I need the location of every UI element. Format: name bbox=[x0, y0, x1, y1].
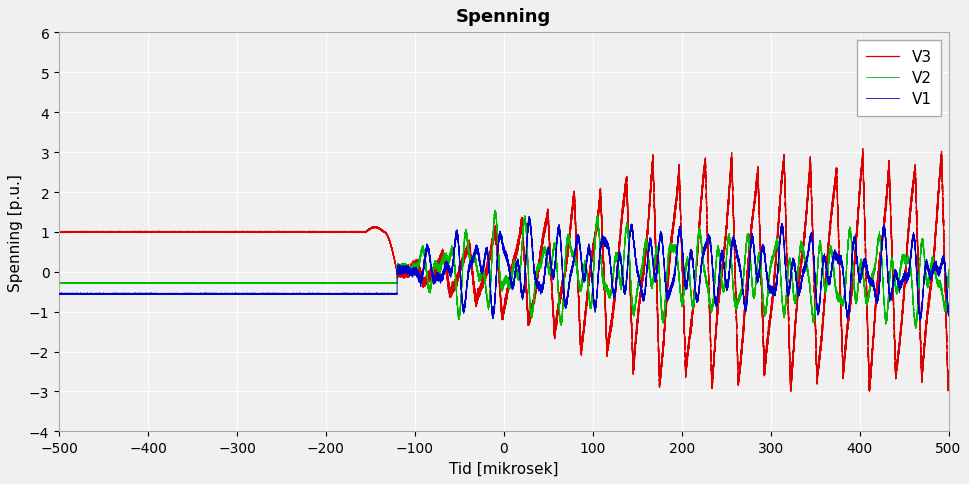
Title: Spenning: Spenning bbox=[455, 8, 551, 26]
V2 bbox=[53, 280, 65, 286]
V1 bbox=[839, 303, 851, 309]
V2 bbox=[909, 326, 921, 332]
V1 bbox=[774, 226, 786, 231]
V1 bbox=[809, 287, 821, 293]
V3 bbox=[53, 229, 65, 235]
V2 bbox=[720, 254, 732, 260]
V2 bbox=[942, 267, 953, 273]
V1 bbox=[152, 291, 164, 297]
V1 bbox=[942, 313, 953, 319]
V3 bbox=[809, 327, 821, 333]
Y-axis label: Spenning [p.u.]: Spenning [p.u.] bbox=[9, 174, 23, 291]
V2 bbox=[839, 276, 851, 282]
V3 bbox=[338, 229, 350, 235]
V1 bbox=[720, 282, 732, 287]
Legend: V3, V2, V1: V3, V2, V1 bbox=[856, 41, 940, 116]
Line: V2: V2 bbox=[59, 211, 948, 329]
Line: V3: V3 bbox=[59, 149, 948, 392]
V1 bbox=[53, 291, 65, 297]
V3 bbox=[720, 226, 732, 231]
V2 bbox=[338, 281, 350, 287]
V1 bbox=[523, 214, 535, 220]
X-axis label: Tid [mikrosek]: Tid [mikrosek] bbox=[449, 461, 558, 476]
V1 bbox=[338, 291, 350, 297]
V2 bbox=[488, 208, 500, 213]
Line: V1: V1 bbox=[59, 217, 948, 321]
V2 bbox=[774, 284, 786, 289]
V3 bbox=[839, 341, 851, 347]
V3 bbox=[774, 184, 786, 190]
V3 bbox=[152, 230, 164, 236]
V3 bbox=[784, 389, 796, 394]
V3 bbox=[942, 380, 953, 386]
V2 bbox=[152, 281, 164, 287]
V3 bbox=[856, 146, 867, 152]
V1 bbox=[914, 318, 925, 324]
V2 bbox=[809, 299, 821, 305]
